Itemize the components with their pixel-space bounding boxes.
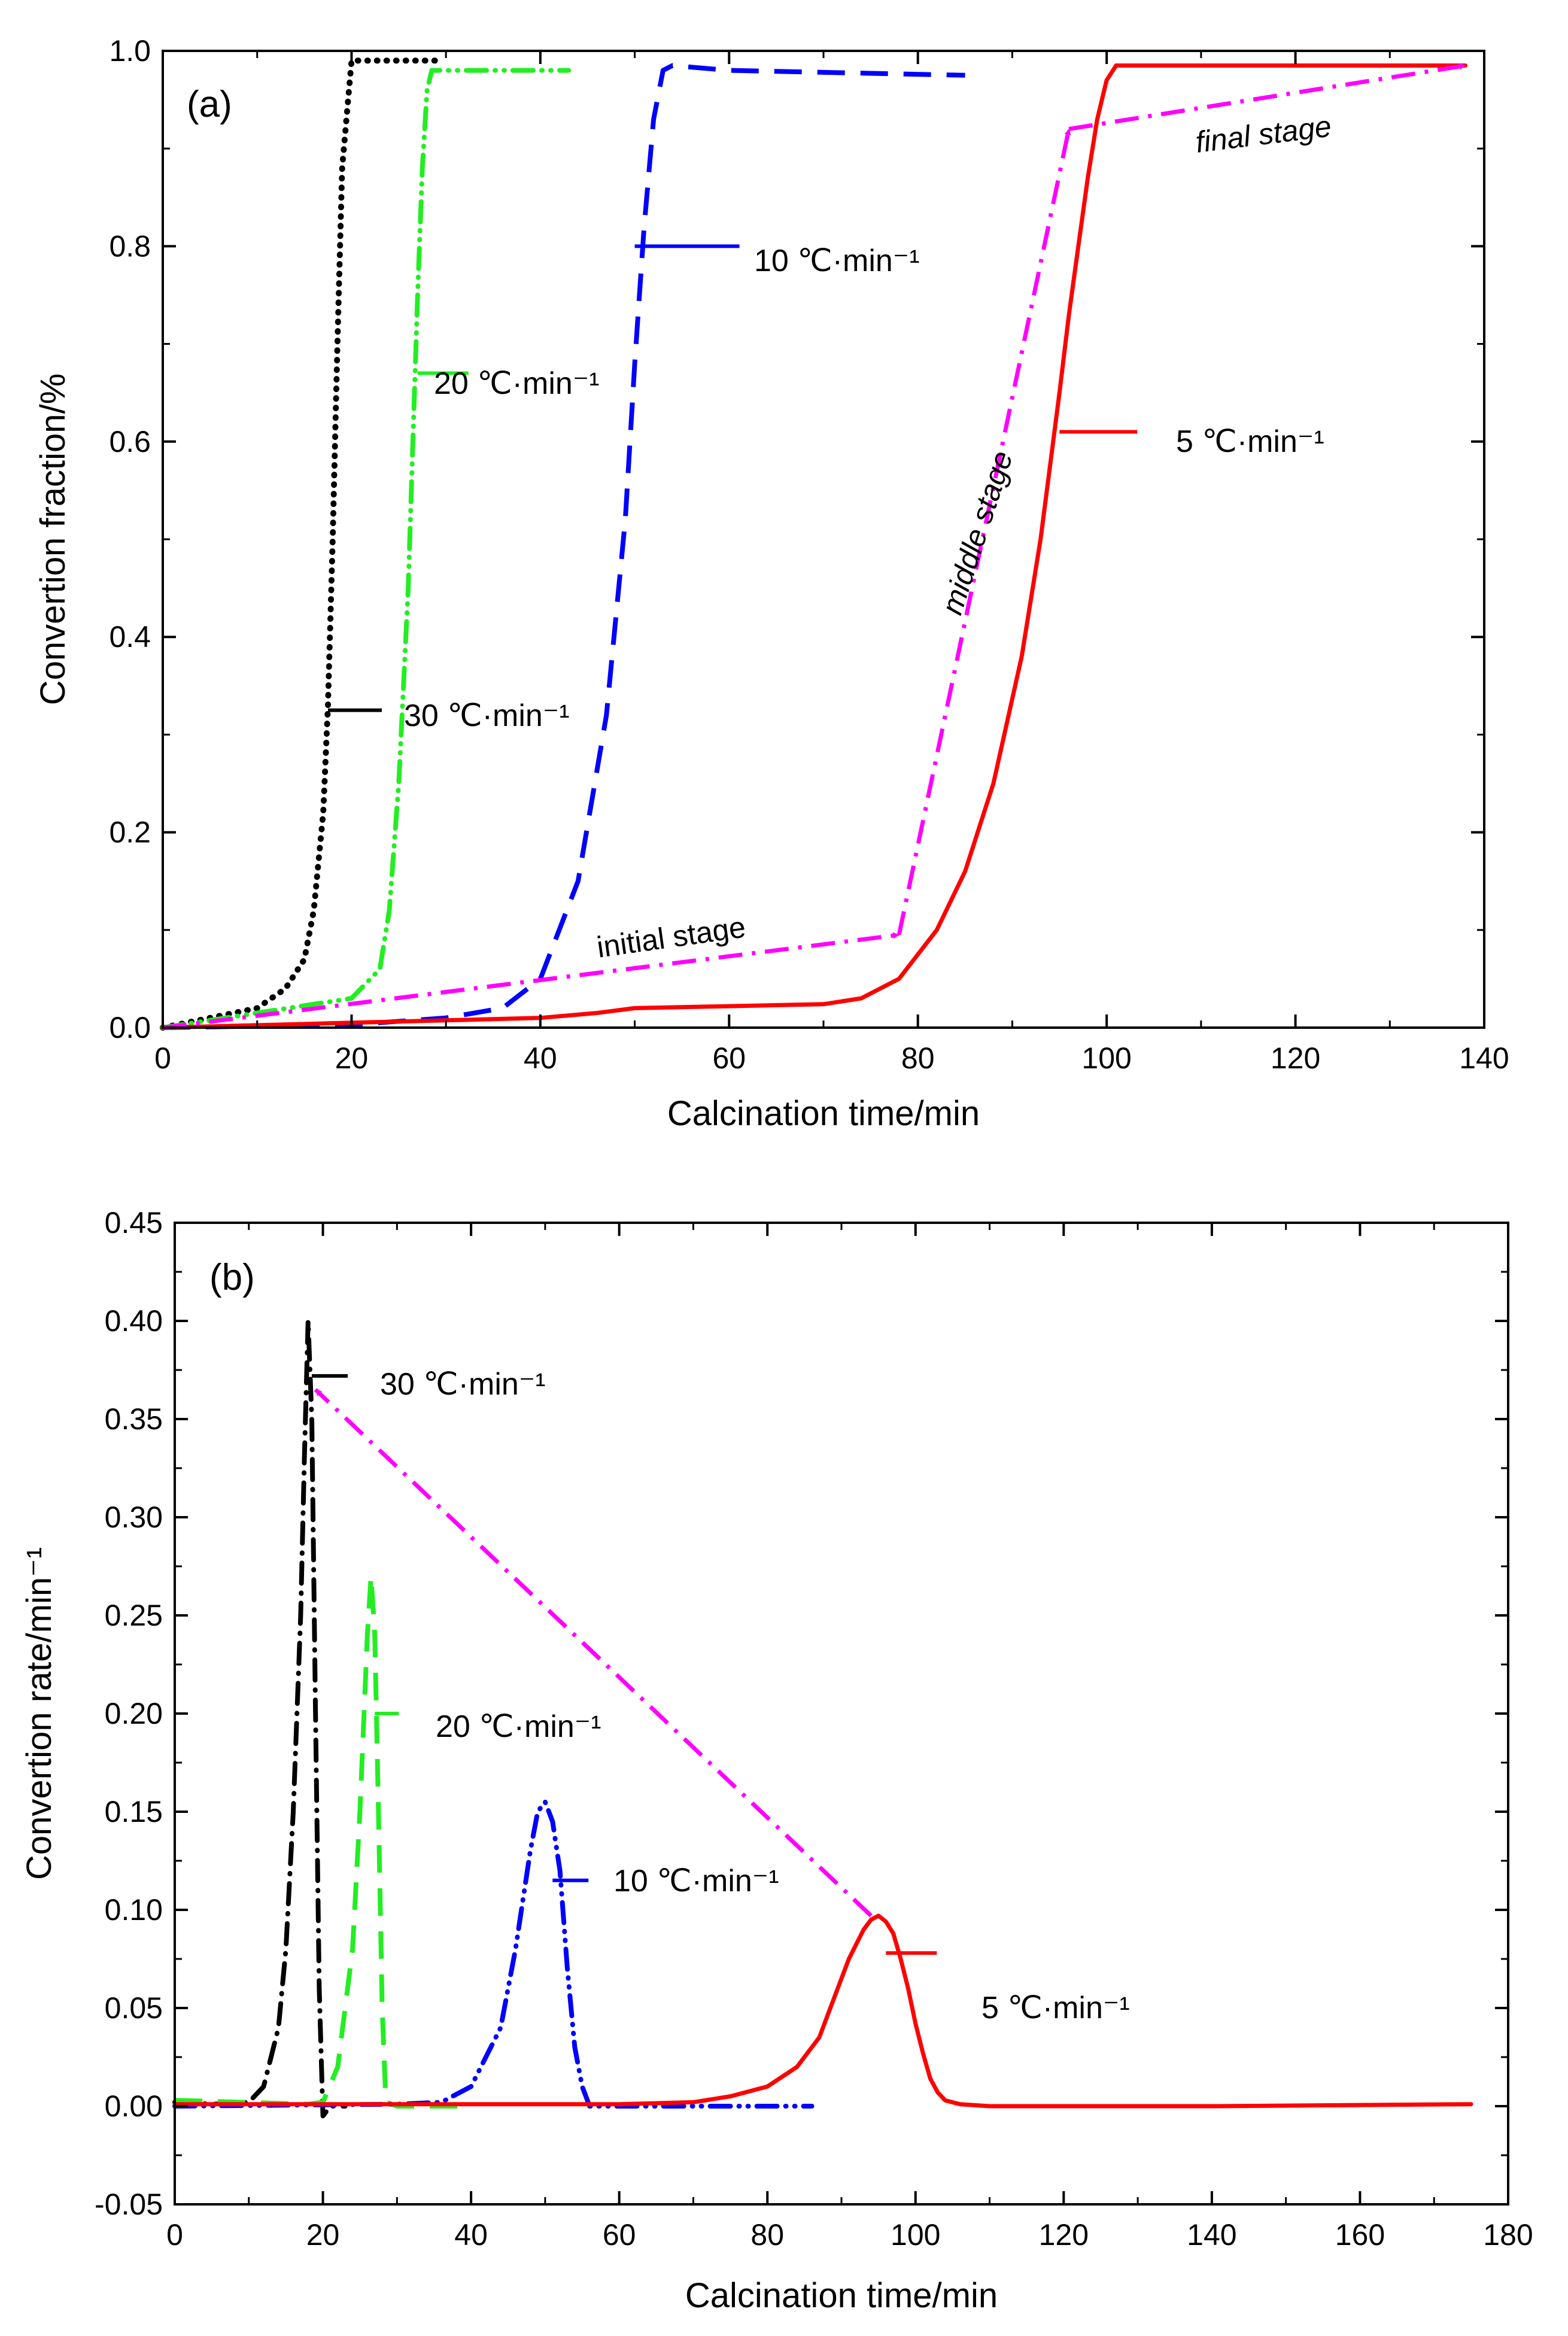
chart-b-panel-label: (b)	[209, 1257, 255, 1298]
chart-b-x-axis-title: Calcination time/min	[685, 2276, 998, 2315]
chart-b-y-tick-label: 0.15	[105, 1795, 163, 1828]
chart-a-plot	[160, 57, 1467, 1031]
chart-a-y-tick-label: 0.4	[109, 620, 151, 654]
chart-a-label-5: 5 ℃·min⁻¹	[1176, 424, 1324, 459]
chart-b-y-tick-label: 0.05	[105, 1991, 163, 2025]
chart-a-stage-arrow-2	[1068, 63, 1466, 132]
chart-b-label-10: 10 ℃·min⁻¹	[613, 1864, 779, 1898]
chart-b-x-tick-label: 0	[166, 2218, 183, 2252]
chart-a-series-0-line	[160, 57, 440, 1031]
chart-b-label-20: 20 ℃·min⁻¹	[436, 1709, 601, 1744]
chart-a-middle-stage-label: middle stage	[935, 446, 1019, 618]
chart-b-x-tick-label: 60	[603, 2218, 636, 2252]
chart-a-x-tick-label: 140	[1459, 1041, 1509, 1075]
chart-b-series-0-line	[172, 1319, 348, 2119]
chart-a-x-tick-label: 40	[524, 1041, 557, 1075]
chart-b-x-tick-label: 80	[750, 2218, 784, 2252]
chart-a-label-30: 30 ℃·min⁻¹	[404, 698, 570, 733]
chart-b-x-tick-label: 160	[1335, 2218, 1385, 2252]
chart-a-series-2-line	[162, 63, 965, 1030]
chart-b-x-tick-label: 180	[1483, 2218, 1533, 2252]
chart-a-x-tick-label: 60	[712, 1041, 746, 1075]
chart-a-ticks: 0 20 40 60 80 100 120 140 0.0 0.2 0.4 0.6 0.8 1.0	[109, 34, 1509, 1075]
chart-b-y-tick-label: 0.20	[105, 1697, 163, 1730]
chart-b-y-tick-label: 0.25	[105, 1599, 163, 1632]
chart-b-peak-arrow	[314, 1388, 873, 1918]
chart-b-y-tick-label: 0.00	[105, 2089, 163, 2123]
chart-b-ticks: 0 20 40 60 80 100 120 140 160 180 -0.05 0.00 0.05 0.1…	[95, 1206, 1533, 2252]
chart-a-label-10: 10 ℃·min⁻¹	[754, 244, 920, 278]
chart-a-y-axis-title: Convertion fraction/%	[34, 373, 72, 705]
chart-b-series-1-line	[174, 1573, 472, 2109]
chart-b-y-tick-label: 0.35	[105, 1402, 163, 1436]
chart-b-x-tick-label: 120	[1039, 2218, 1089, 2252]
chart-b-y-tick-label: 0.30	[105, 1500, 163, 1534]
chart-a-panel-label: (a)	[187, 84, 232, 125]
chart-a-series-1-line	[160, 68, 572, 1030]
chart-b-y-axis-title: Convertion rate/min⁻¹	[20, 1547, 59, 1880]
chart-b-x-tick-label: 40	[454, 2218, 488, 2252]
chart-a-x-tick-label: 80	[901, 1041, 935, 1075]
chart-a-series-3-line	[160, 63, 1467, 1030]
chart-a-x-tick-label: 120	[1271, 1041, 1320, 1075]
chart-b: 0 20 40 60 80 100 120 140 160 180 -0.05 0.00 0.05 0.1…	[20, 1206, 1533, 2315]
chart-a-final-stage-label: final stage	[1194, 110, 1333, 159]
chart-a-x-tick-label: 100	[1081, 1041, 1131, 1075]
chart-b-y-tick-label: 0.40	[105, 1304, 163, 1338]
chart-a-x-axis-title: Calcination time/min	[667, 1094, 980, 1133]
chart-a-stage-arrow-0	[162, 932, 900, 1030]
chart-b-series-3-line	[172, 1913, 1473, 2109]
chart-b-label-30: 30 ℃·min⁻¹	[380, 1367, 546, 1402]
chart-b-label-5: 5 ℃·min⁻¹	[981, 1991, 1130, 2025]
chart-b-y-tick-label: 0.10	[105, 1893, 163, 1927]
chart-b-x-tick-label: 100	[891, 2218, 940, 2252]
chart-a-y-tick-label: 0.8	[109, 229, 151, 263]
chart-b-series-2-line	[172, 1799, 815, 2109]
chart-a-x-tick-label: 0	[154, 1041, 171, 1075]
chart-a: 0 20 40 60 80 100 120 140 0.0 0.2 0.4 0.6 0.8 1.0 (a)…	[34, 34, 1509, 1133]
chart-a-y-tick-label: 1.0	[109, 34, 151, 68]
chart-b-x-tick-label: 140	[1187, 2218, 1236, 2252]
chart-a-y-tick-label: 0.2	[109, 816, 151, 849]
chart-b-y-tick-label: -0.05	[95, 2188, 163, 2221]
chart-b-y-tick-label: 0.45	[105, 1206, 163, 1240]
chart-b-x-tick-label: 20	[306, 2218, 340, 2252]
chart-a-y-tick-label: 0.0	[109, 1011, 151, 1044]
chart-a-plot-frame	[162, 50, 1485, 1029]
chart-a-y-tick-label: 0.6	[109, 425, 151, 458]
chart-a-x-tick-label: 20	[335, 1041, 369, 1075]
chart-b-plot	[172, 1319, 1473, 2119]
chart-a-label-20: 20 ℃·min⁻¹	[434, 366, 600, 401]
